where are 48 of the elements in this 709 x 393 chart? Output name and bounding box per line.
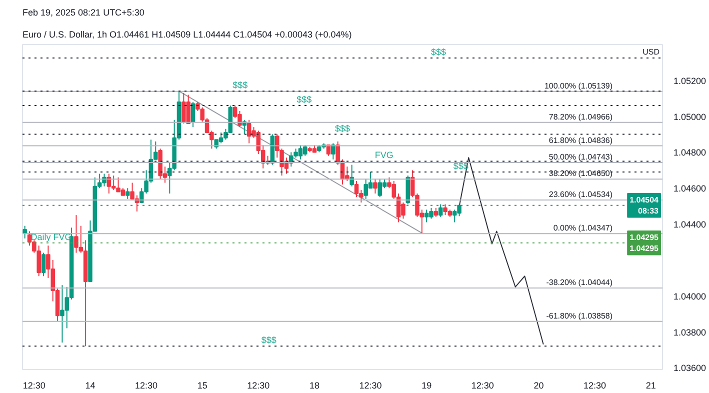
x-tick-label: 18 [309,380,320,390]
candlestick [125,188,130,200]
x-tick-label: 12:30 [22,380,46,390]
candlestick [41,252,46,277]
candlestick [190,101,196,128]
y-tick-label: 1.04600 [674,184,706,194]
x-tick-label: 12:30 [359,380,382,390]
y-tick-label: 1.04800 [674,148,706,158]
annotation: $$$ [334,123,350,134]
annotation: $$$ [261,335,276,346]
annotation: $$$ [430,46,446,57]
ref-line-label: -38.20% (1.04044) [546,278,613,287]
candlestick [373,178,378,194]
annotation: $$$ [232,80,248,90]
candlestick [302,144,308,156]
candlestick [350,164,354,187]
chart-subtitle: Euro / U.S. Dollar, 1h O1.04461 H1.04509 L1.04444 C1.04504 +0.00043 (+0.04%) [22,30,352,40]
annotation: FVG [374,150,394,160]
annotation: $$$ [296,94,312,105]
ref-line-label: 100.00% (1.05139) [544,81,613,90]
chart-title: Feb 19, 2025 08:21 UTC+5:30 [22,8,144,18]
ref-line-label: -61.80% (1.03858) [546,311,613,320]
y-tick-label: 1.05000 [674,112,706,122]
x-tick-label: 12:30 [471,380,494,390]
ref-line-label: 0.00% (1.04347) [553,224,613,233]
ref-line-label: 61.80% (1.04836) [548,136,613,145]
y-tick-label: 1.04400 [674,220,706,230]
candlestick [378,178,382,198]
y-tick-label: 1.03600 [674,363,706,374]
ref-line-label: 1.04504 08:33 [630,195,660,216]
x-tick-label: 20 [534,380,544,390]
x-tick-label: 12:30 [247,380,270,390]
y-tick-label: 1.03800 [674,327,706,338]
ref-line-label: 1.04295 1.04295 [630,233,660,253]
ref-line-label: 23.60% (1.04534) [548,190,613,199]
x-tick-label: 12:30 [135,380,158,390]
candlestick [331,142,336,160]
x-tick-label: 19 [422,380,432,390]
candlestick [22,225,27,239]
x-tick-label: 12:30 [584,380,606,390]
y-tick-label: 1.04000 [674,291,706,302]
ref-line-label: 78.20% (1.04966) [548,112,613,122]
y-tick-label: 1.05200 [674,76,706,86]
x-tick-label: 14 [85,380,96,390]
y-axis-title: USD [642,48,660,56]
x-tick-label: 15 [197,380,208,390]
x-tick-label: 21 [646,380,656,390]
ref-line-label: 50.00% (1.04743) [548,152,613,162]
